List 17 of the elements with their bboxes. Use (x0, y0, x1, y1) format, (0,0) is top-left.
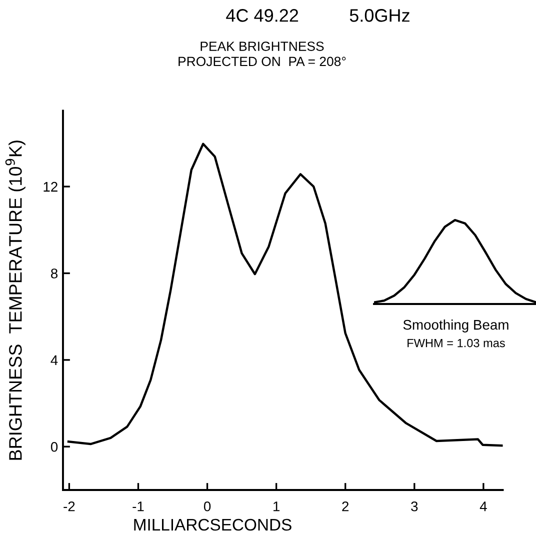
y-axis-title: BRIGHTNESS TEMPERATURE (10$^{9}$K) (5, 140, 26, 460)
x-tick-label: 3 (411, 501, 418, 512)
x-tick-label: -2 (64, 501, 75, 512)
x-tick-label: 0 (204, 501, 211, 512)
y-tick-label: 8 (51, 268, 58, 278)
y-tick-label: 4 (50, 355, 58, 365)
y-tick-label: 0 (50, 442, 58, 452)
chart-subtitle: PEAK BRIGHTNESS PROJECTED ON PA = 208° (178, 42, 346, 66)
x-tick-label: 4 (480, 502, 487, 512)
annotation: Smoothing Beam (403, 320, 508, 332)
x-tick-label: 2 (342, 501, 349, 512)
y-tick-label: 12 (44, 182, 58, 192)
annotation: FWHM = 1.03 mas (408, 338, 505, 348)
chart-title: 4C 49.22 5.0GHz (226, 9, 410, 22)
x-tick-label: -1 (132, 502, 144, 512)
x-axis-title: MILLIARCSECONDS (134, 518, 292, 531)
x-tick-label: 1 (274, 502, 280, 512)
